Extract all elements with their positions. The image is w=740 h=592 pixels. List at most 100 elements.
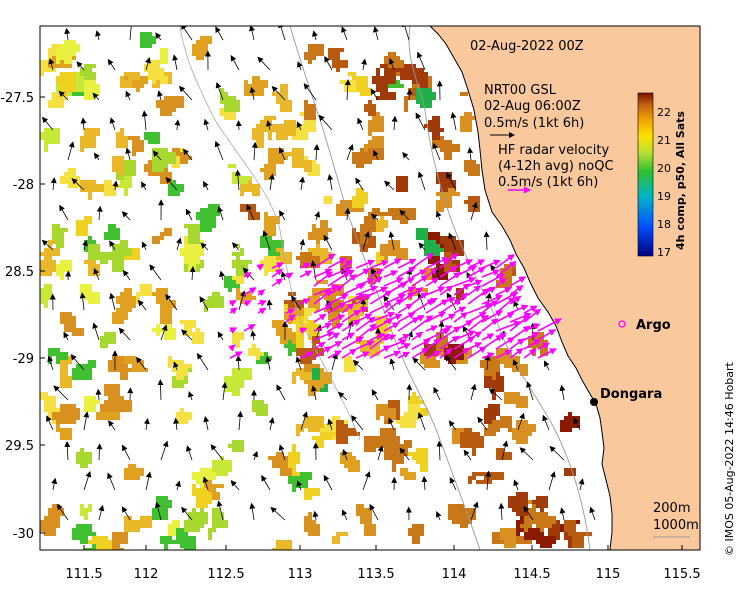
model-vector xyxy=(445,354,457,371)
model-vector xyxy=(299,238,306,251)
hf-vector xyxy=(439,335,460,350)
sst-pixel xyxy=(80,68,92,76)
sst-pixel xyxy=(568,412,572,416)
sst-pixel xyxy=(452,244,464,248)
sst-pixel xyxy=(552,524,556,536)
sst-pixel xyxy=(308,364,320,368)
sst-pixel xyxy=(56,264,60,276)
model-vector xyxy=(377,445,384,461)
sst-pixel xyxy=(412,532,420,544)
sst-pixel xyxy=(120,248,132,256)
sst-pixel xyxy=(48,244,52,248)
model-vector xyxy=(95,30,101,41)
sst-pixel xyxy=(64,72,68,76)
sst-pixel xyxy=(84,508,88,520)
sst-pixel xyxy=(40,252,52,256)
sst-pixel xyxy=(192,508,196,512)
hf-scale: 0.5m/s (1kt 6h) xyxy=(498,175,598,190)
sst-pixel xyxy=(412,404,420,408)
model-vector xyxy=(251,141,258,161)
sst-pixel xyxy=(136,368,148,372)
model-vector xyxy=(157,90,163,101)
model-vector xyxy=(470,501,479,521)
hf-vector xyxy=(341,259,353,269)
hf-vector xyxy=(327,257,347,269)
model-vector xyxy=(141,181,147,191)
sst-pixel xyxy=(48,240,56,244)
sst-pixel xyxy=(120,368,124,380)
model-vector xyxy=(200,242,209,251)
hf-vector xyxy=(369,268,385,278)
sst-pixel xyxy=(520,516,524,524)
sst-pixel xyxy=(404,208,408,216)
model-scale: 0.5m/s (1kt 6h) xyxy=(484,116,584,131)
hf-vector xyxy=(439,266,458,278)
model-vector xyxy=(79,292,86,311)
sst-pixel xyxy=(300,352,308,364)
sst-pixel xyxy=(520,504,528,508)
sst-pixel xyxy=(340,200,348,212)
hf-vector xyxy=(397,343,411,350)
hf-vector xyxy=(369,260,389,269)
sst-pixel xyxy=(276,324,280,336)
hf-vector xyxy=(537,342,550,350)
hf-vector xyxy=(453,347,470,359)
sst-pixel xyxy=(380,428,392,436)
sst-pixel xyxy=(488,384,496,388)
sst-pixel xyxy=(116,364,128,368)
sst-pixel xyxy=(156,288,168,292)
hf-vector xyxy=(299,351,314,359)
sst-pixel xyxy=(220,108,224,116)
model-vector xyxy=(362,471,371,491)
sst-pixel xyxy=(232,440,236,448)
sst-pixel xyxy=(356,80,364,84)
hf-vector xyxy=(453,283,471,296)
model-vector xyxy=(80,117,87,131)
model-vector xyxy=(234,169,241,191)
model-vector xyxy=(370,213,379,221)
sst-pixel xyxy=(196,512,204,520)
sst-pixel xyxy=(288,292,296,296)
sst-pixel xyxy=(224,276,228,288)
sst-pixel xyxy=(260,168,264,172)
hf-vector xyxy=(439,326,461,341)
sst-pixel xyxy=(136,144,140,148)
sst-pixel xyxy=(84,260,88,264)
hf-vector xyxy=(495,254,515,269)
sst-pixel xyxy=(372,208,380,212)
model-vector xyxy=(501,440,509,461)
sst-pixel xyxy=(508,392,520,400)
model-vector xyxy=(56,503,69,521)
sst-pixel xyxy=(520,528,524,532)
sst-pixel xyxy=(184,260,188,272)
sst-pixel xyxy=(524,520,528,532)
sst-pixel xyxy=(404,476,416,480)
sst-pixel xyxy=(384,76,388,80)
sst-pixel xyxy=(252,188,260,196)
sst-pixel xyxy=(172,376,176,380)
model-vector xyxy=(432,142,441,161)
model-vector xyxy=(249,26,255,41)
sst-pixel xyxy=(488,428,492,432)
sst-pixel xyxy=(160,556,172,560)
sst-pixel xyxy=(160,504,164,508)
sst-pixel xyxy=(524,424,532,428)
sst-pixel xyxy=(40,260,44,272)
sst-pixel xyxy=(116,548,124,550)
sst-pixel xyxy=(308,488,312,500)
sst-pixel xyxy=(128,368,132,372)
model-vector xyxy=(448,232,457,251)
sst-pixel xyxy=(68,72,72,76)
model-vector xyxy=(578,478,585,491)
sst-pixel xyxy=(460,116,472,128)
date-title: 02-Aug-2022 00Z xyxy=(470,39,584,54)
sst-pixel xyxy=(468,164,480,176)
sst-pixel xyxy=(308,308,316,312)
sst-pixel xyxy=(184,320,192,324)
sst-pixel xyxy=(440,272,448,280)
sst-pixel xyxy=(416,92,420,96)
hf-vector xyxy=(243,271,252,279)
sst-pixel xyxy=(120,180,132,184)
sst-pixel xyxy=(160,52,164,56)
model-vector xyxy=(216,500,224,521)
